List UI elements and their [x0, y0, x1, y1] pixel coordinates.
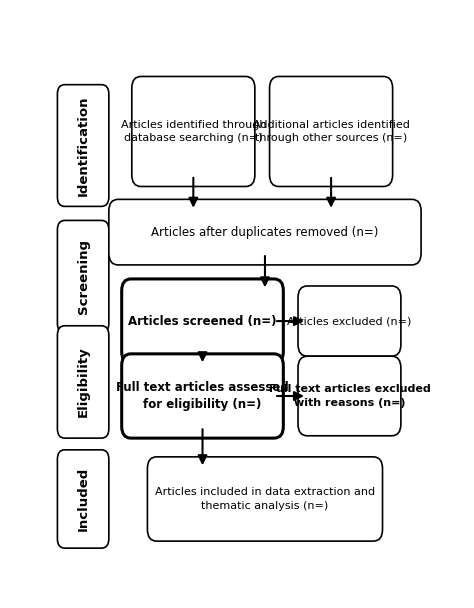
FancyBboxPatch shape: [147, 457, 383, 541]
FancyBboxPatch shape: [270, 77, 392, 187]
Text: Articles after duplicates removed (n=): Articles after duplicates removed (n=): [151, 226, 379, 238]
Text: Additional articles identified
through other sources (n=): Additional articles identified through o…: [253, 120, 410, 143]
FancyBboxPatch shape: [57, 85, 109, 206]
Text: Articles excluded (n=): Articles excluded (n=): [287, 316, 411, 326]
Text: Full text articles assessed
for eligibility (n=): Full text articles assessed for eligibil…: [116, 381, 289, 411]
FancyBboxPatch shape: [109, 199, 421, 265]
Text: Eligibility: Eligibility: [77, 347, 90, 417]
FancyBboxPatch shape: [132, 77, 255, 187]
Text: Identification: Identification: [77, 95, 90, 196]
FancyBboxPatch shape: [298, 356, 401, 436]
Text: Articles identified through
database searching (n=): Articles identified through database sea…: [120, 120, 266, 143]
Text: Full text articles excluded
with reasons (n=): Full text articles excluded with reasons…: [269, 384, 430, 407]
Text: Screening: Screening: [77, 239, 90, 314]
FancyBboxPatch shape: [57, 450, 109, 548]
Text: Included: Included: [77, 467, 90, 531]
Text: Articles screened (n=): Articles screened (n=): [128, 314, 277, 328]
FancyBboxPatch shape: [298, 286, 401, 356]
FancyBboxPatch shape: [122, 354, 283, 438]
Text: Articles included in data extraction and
thematic analysis (n=): Articles included in data extraction and…: [155, 488, 375, 511]
FancyBboxPatch shape: [57, 221, 109, 333]
FancyBboxPatch shape: [122, 279, 283, 363]
FancyBboxPatch shape: [57, 326, 109, 438]
